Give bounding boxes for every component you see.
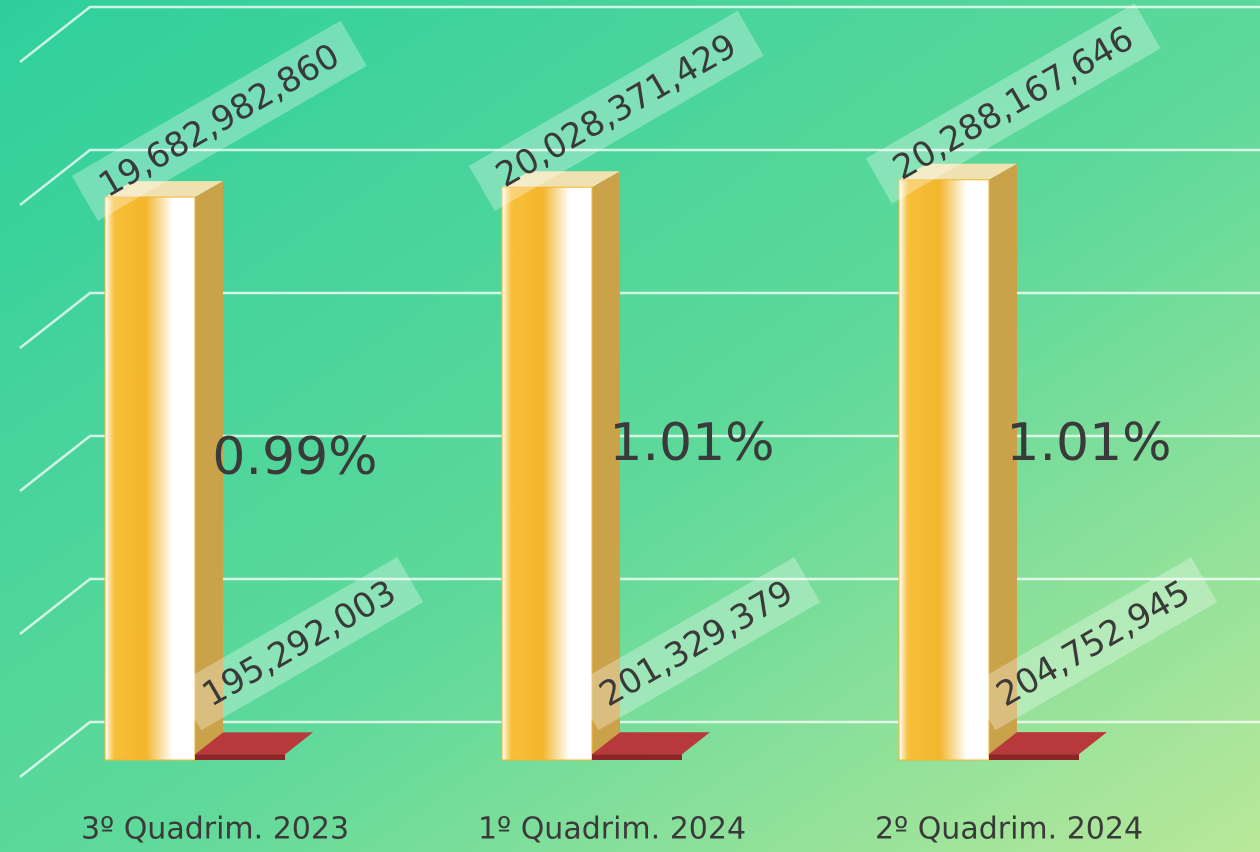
bar [898,179,990,761]
bar-front [989,754,1079,760]
label-background [71,20,367,221]
ratio-label: 1.01% [609,413,774,473]
grid-line [19,148,1260,206]
ratio-label: 0.99% [212,427,377,487]
bar-side [989,163,1017,760]
bar-top [502,171,620,188]
grid-line [19,577,1260,635]
bar [195,732,313,755]
bar-top [105,181,223,198]
label-background [865,3,1161,204]
grid-line [19,5,1260,63]
grid-line [19,291,1260,349]
bar [104,196,196,761]
x-tick-label: 1º Quadrim. 2024 [478,812,746,847]
label-background [468,10,764,211]
bar [501,186,593,761]
bar-side [592,171,620,760]
bar [592,732,710,755]
grid-line [19,434,1260,492]
label-background [969,557,1218,731]
ratio-label: 1.01% [1006,413,1171,473]
bar [989,732,1107,755]
bar-front [195,754,285,760]
grid-line [19,720,1260,778]
x-tick-label: 2º Quadrim. 2024 [875,812,1143,847]
label-background [175,557,424,731]
bar-top [899,163,1017,180]
grid [19,5,1260,778]
bar-side [195,181,223,760]
x-tick-label: 3º Quadrim. 2023 [81,812,349,847]
bar-front [592,754,682,760]
label-background [572,557,821,731]
